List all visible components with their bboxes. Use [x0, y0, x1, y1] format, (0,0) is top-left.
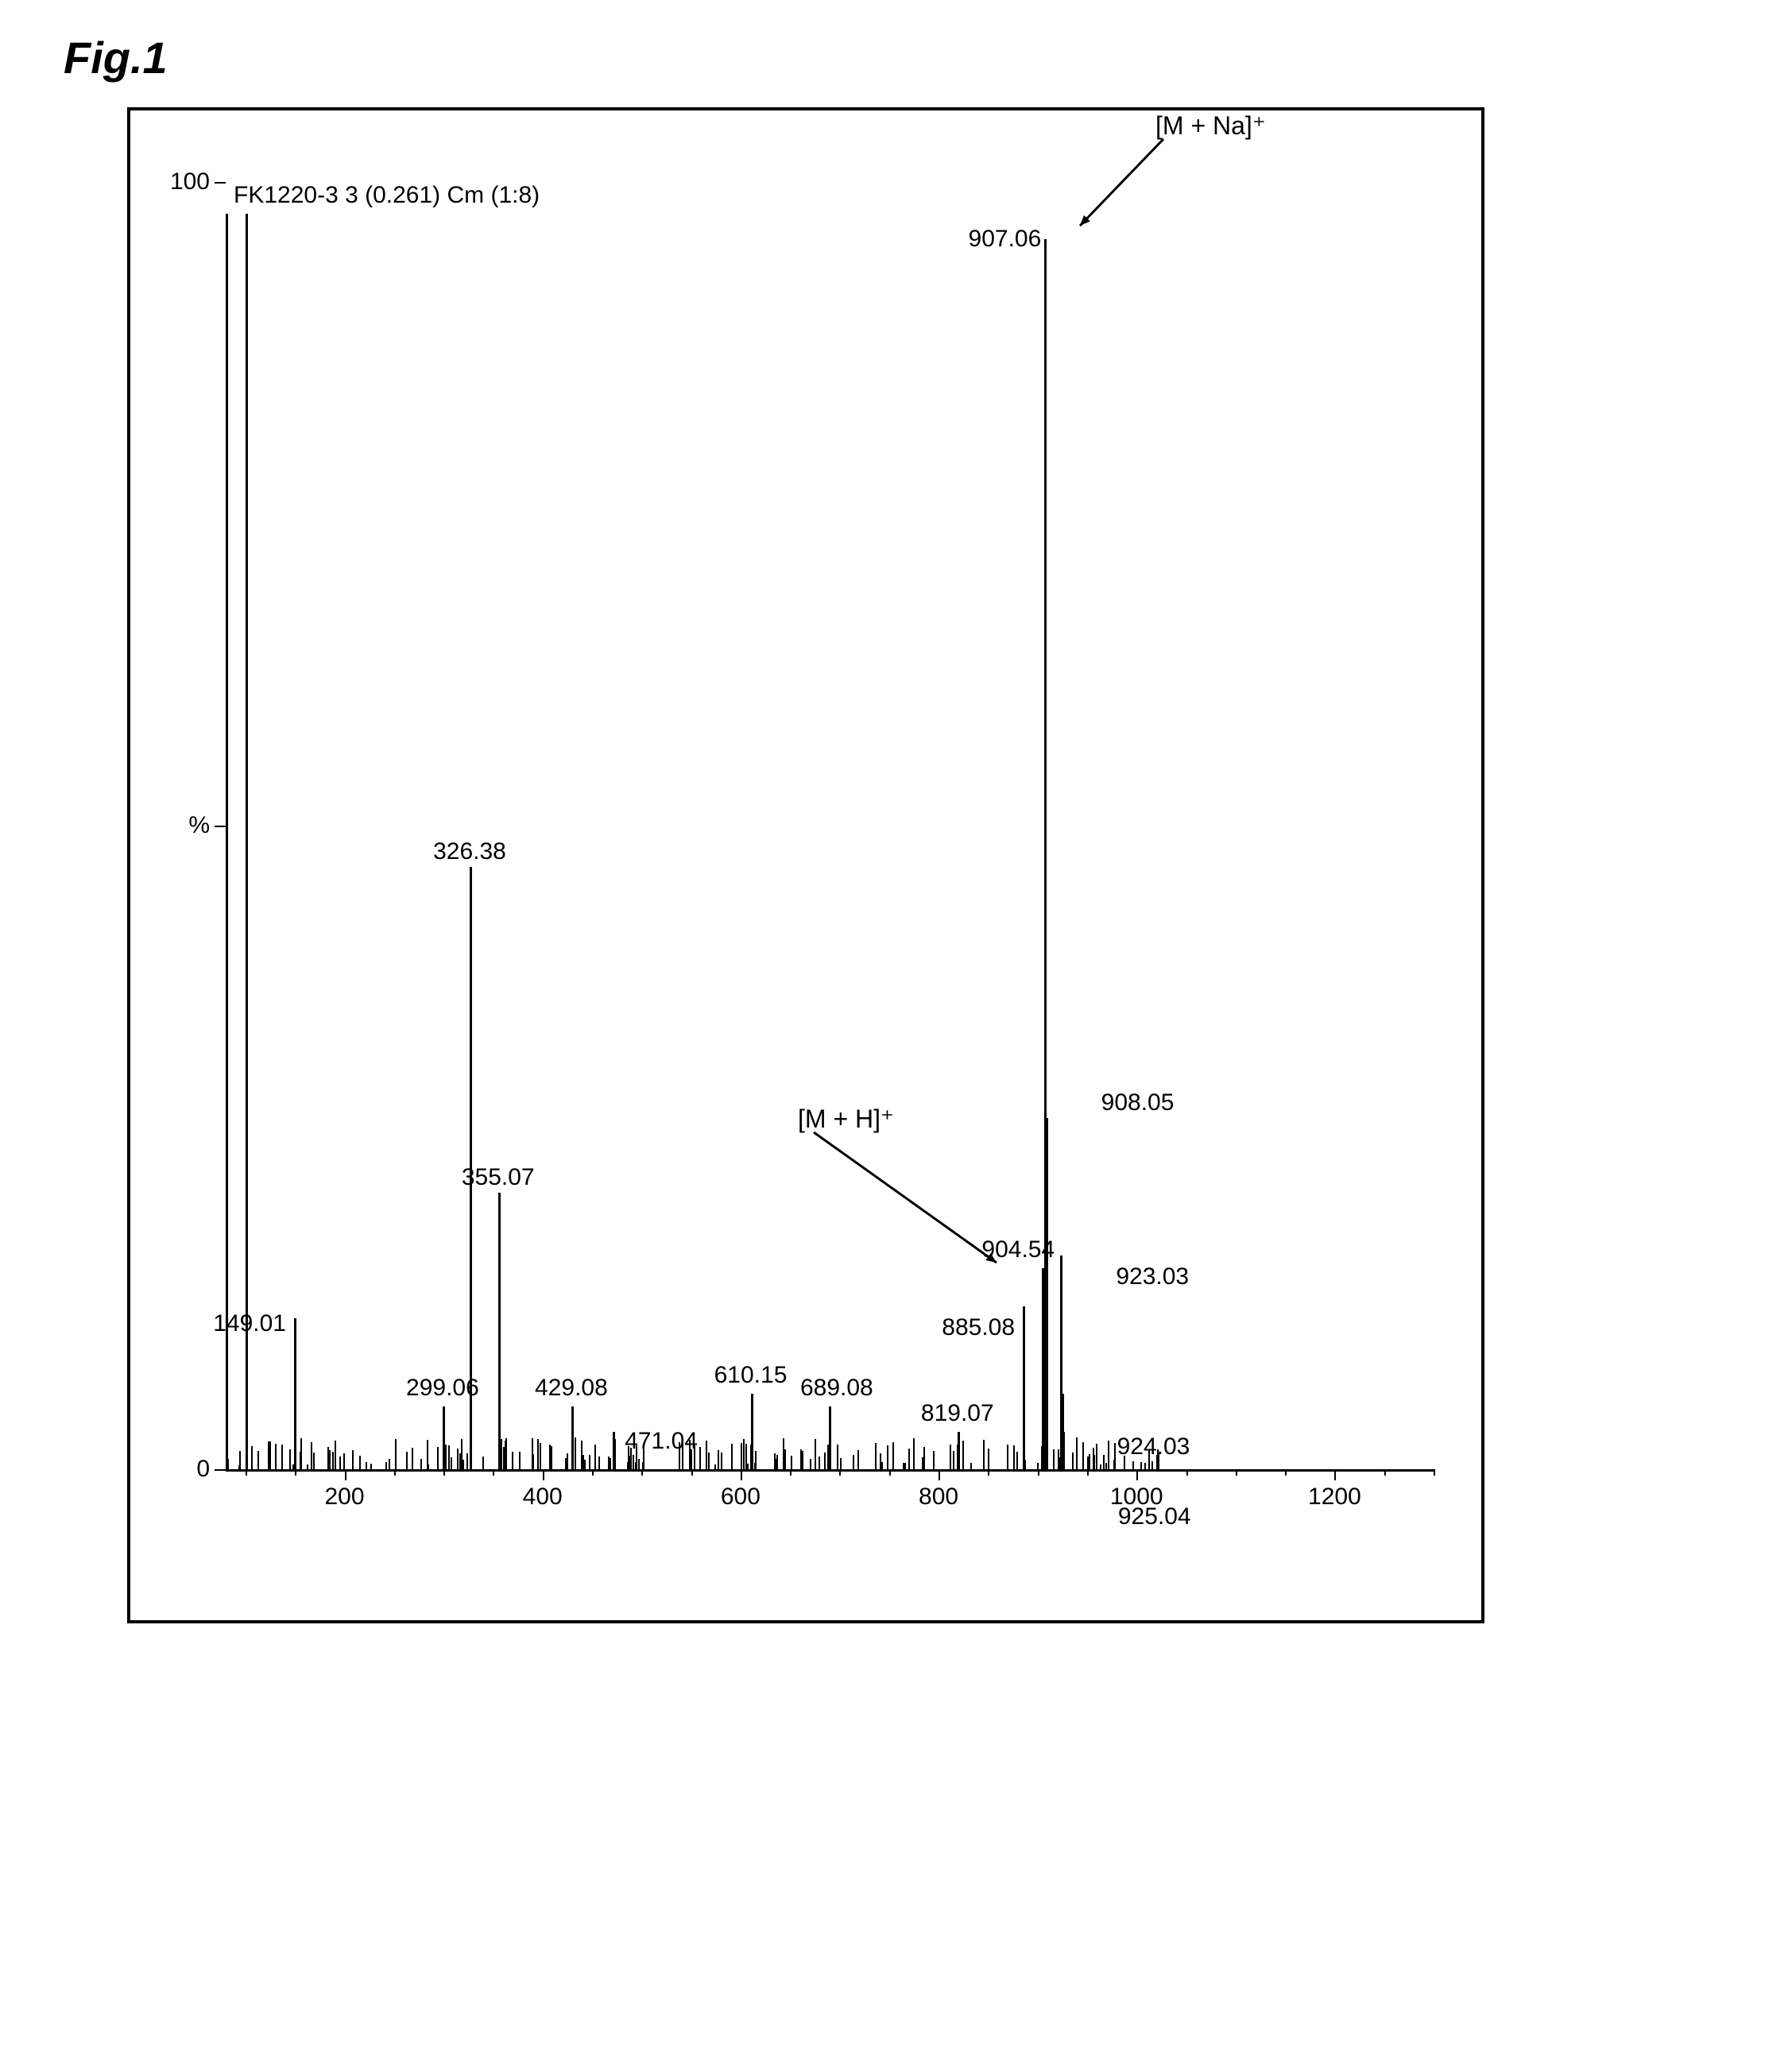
x-tick-minor	[443, 1469, 445, 1476]
mass-spectrum-chart: FK1220-3 3 (0.261) Cm (1:8) 200400600800…	[127, 107, 1484, 1623]
x-tick-minor	[1434, 1469, 1435, 1476]
x-tick-minor	[246, 1469, 247, 1476]
x-tick	[939, 1469, 940, 1480]
x-tick-minor	[1087, 1469, 1089, 1476]
annotation-arrow	[226, 182, 1434, 1469]
x-tick	[1136, 1469, 1138, 1480]
x-tick	[741, 1469, 742, 1480]
x-tick	[345, 1469, 346, 1480]
x-tick-minor	[641, 1469, 643, 1476]
x-tick-minor	[592, 1469, 594, 1476]
x-tick-minor	[839, 1469, 841, 1476]
y-tick	[215, 182, 226, 184]
figure-label: Fig.1	[64, 32, 1760, 83]
x-tick-minor	[1186, 1469, 1188, 1476]
x-axis	[226, 1469, 1434, 1472]
x-tick-minor	[889, 1469, 891, 1476]
x-tick-label: 600	[721, 1484, 761, 1511]
y-tick	[215, 826, 226, 827]
x-tick-label: 800	[919, 1484, 958, 1511]
y-tick-label: 0	[162, 1456, 210, 1483]
x-tick-minor	[394, 1469, 396, 1476]
x-tick-minor	[1285, 1469, 1287, 1476]
x-tick-minor	[295, 1469, 296, 1476]
peak-annotation: [M + Na]⁺	[1155, 110, 1266, 141]
y-tick-label: 100	[162, 168, 210, 195]
x-tick-minor	[988, 1469, 989, 1476]
y-tick	[215, 1469, 226, 1471]
x-tick	[543, 1469, 544, 1480]
x-tick-minor	[790, 1469, 791, 1476]
peak-label: 925.04	[1118, 1503, 1191, 1530]
x-tick-minor	[1038, 1469, 1039, 1476]
x-tick-minor	[493, 1469, 494, 1476]
x-tick-minor	[1236, 1469, 1237, 1476]
x-tick-label: 200	[324, 1484, 364, 1511]
x-tick-minor	[1384, 1469, 1386, 1476]
x-tick-label: 400	[523, 1484, 563, 1511]
x-tick	[1334, 1469, 1336, 1480]
y-tick-label: %	[162, 812, 210, 839]
x-tick-label: 1200	[1308, 1484, 1361, 1511]
plot-area: FK1220-3 3 (0.261) Cm (1:8) 200400600800…	[226, 182, 1434, 1469]
x-tick-minor	[691, 1469, 693, 1476]
